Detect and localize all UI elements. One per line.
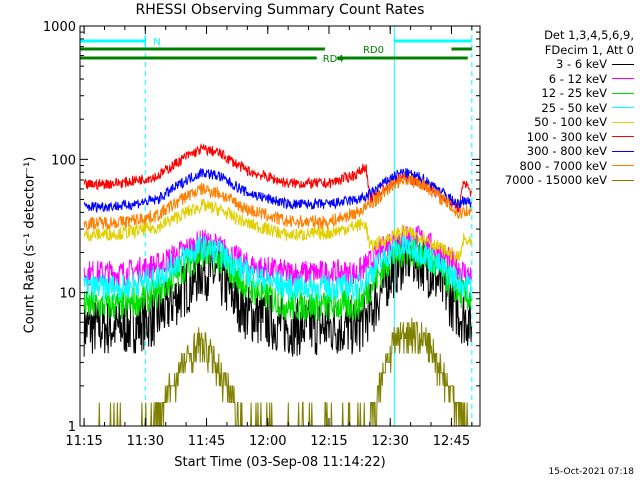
flag-label-rd0: RD0 <box>363 45 384 56</box>
flag-bar-n <box>80 39 146 43</box>
legend-entry-4: 50 - 100 keV <box>482 115 634 130</box>
chart-title: RHESSI Observing Summary Count Rates <box>135 2 425 18</box>
y-axis-label: Count Rate (s⁻¹ detector⁻¹) <box>22 156 38 334</box>
legend-entry-label: 50 - 100 keV <box>534 115 607 129</box>
legend-entry-label: 6 - 12 keV <box>548 71 607 86</box>
x-tick-label-5: 12:30 <box>371 434 408 449</box>
legend-entry-0: 3 - 6 keV <box>482 57 634 72</box>
y-tick-label-3: 1000 <box>43 20 76 35</box>
legend-swatch <box>612 107 634 109</box>
x-tick-label-2: 11:45 <box>188 434 225 449</box>
flag-bar-rd4 <box>80 56 317 60</box>
flag-bar-n-late <box>394 39 472 43</box>
legend-entry-5: 100 - 300 keV <box>482 130 634 145</box>
legend: Det 1,3,4,5,6,9, FDecim 1, Att 0 3 - 6 k… <box>482 28 634 188</box>
legend-entry-7: 800 - 7000 keV <box>482 159 634 174</box>
legend-entry-1: 6 - 12 keV <box>482 72 634 87</box>
legend-swatch <box>612 136 634 138</box>
legend-entry-8: 7000 - 15000 keV <box>482 173 634 188</box>
x-axis-label: Start Time (03-Sep-08 11:14:22) <box>174 455 386 470</box>
x-tick-label-0: 11:15 <box>65 434 102 449</box>
flag-bar-rd0 <box>80 47 325 51</box>
flag-bar-rd0-late <box>451 47 472 51</box>
legend-swatch <box>612 92 634 94</box>
y-tick-label-2: 100 <box>51 153 76 168</box>
legend-swatch <box>612 78 634 80</box>
legend-entry-3: 25 - 50 keV <box>482 101 634 116</box>
legend-entry-label: 800 - 7000 keV <box>519 158 607 173</box>
legend-swatch <box>612 179 634 181</box>
series-line-2 <box>83 237 472 322</box>
flag-bar-rd4-late <box>337 56 468 60</box>
x-tick-label-1: 11:30 <box>127 434 164 449</box>
series-lines <box>83 142 472 427</box>
legend-entry-2: 12 - 25 keV <box>482 86 634 101</box>
legend-swatch <box>612 165 634 167</box>
y-tick-label-0: 1 <box>68 420 76 435</box>
legend-swatch <box>612 150 634 152</box>
vertical-markers <box>79 26 473 426</box>
legend-entry-label: 300 - 800 keV <box>526 144 607 158</box>
legend-entry-label: 25 - 50 keV <box>541 100 607 115</box>
plot-frame <box>79 25 481 427</box>
legend-entry-label: 3 - 6 keV <box>556 57 607 71</box>
series-line-7 <box>83 172 472 232</box>
legend-swatch <box>612 121 634 123</box>
x-tick-label-6: 12:45 <box>433 434 470 449</box>
flag-label-n: N <box>153 37 160 48</box>
series-line-4 <box>83 198 472 264</box>
series-line-6 <box>83 167 472 214</box>
flag-bars: N RD0 RD4 <box>80 36 472 65</box>
legend-header-2: FDecim 1, Att 0 <box>544 42 634 57</box>
x-tick-label-3: 12:00 <box>249 434 286 449</box>
legend-entry-6: 300 - 800 keV <box>482 144 634 159</box>
legend-entry-label: 7000 - 15000 keV <box>504 173 607 187</box>
flag-label-rd4: RD4 <box>323 54 344 65</box>
legend-entry-label: 12 - 25 keV <box>541 86 607 100</box>
x-tick-label-4: 12:15 <box>310 434 347 449</box>
footer-timestamp: 15-Oct-2021 07:18 <box>548 467 634 477</box>
axis-ticks: 11:15 11:30 11:45 12:00 12:15 12:30 12:45 1 10 10… <box>43 20 480 449</box>
y-tick-label-1: 10 <box>59 287 76 302</box>
series-line-3 <box>83 234 472 301</box>
legend-entry-label: 100 - 300 keV <box>526 129 607 144</box>
legend-swatch <box>612 63 634 65</box>
legend-header-1: Det 1,3,4,5,6,9, <box>544 28 634 42</box>
